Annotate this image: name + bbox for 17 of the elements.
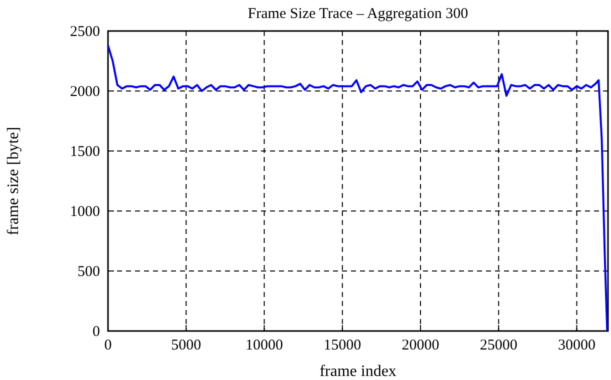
y-tick-label: 1000 [70, 204, 100, 220]
x-tick-label: 30000 [558, 338, 596, 354]
x-tick-label: 20000 [402, 338, 440, 354]
y-axis-title: frame size [byte] [5, 126, 22, 236]
y-tick-label: 2000 [70, 84, 100, 100]
y-tick-label: 2500 [70, 24, 100, 40]
x-tick-label: 10000 [246, 338, 283, 354]
y-tick-label: 1500 [70, 144, 100, 160]
y-tick-label: 500 [78, 264, 100, 280]
x-tick-label: 25000 [480, 338, 518, 354]
x-axis-title: frame index [320, 363, 396, 380]
x-tick-label: 15000 [324, 338, 362, 354]
chart-title: Frame Size Trace – Aggregation 300 [248, 6, 468, 22]
x-tick-label: 0 [104, 338, 112, 354]
line-series [107, 44, 608, 332]
y-tick-label: 0 [92, 324, 100, 340]
x-tick-label: 5000 [171, 338, 202, 354]
